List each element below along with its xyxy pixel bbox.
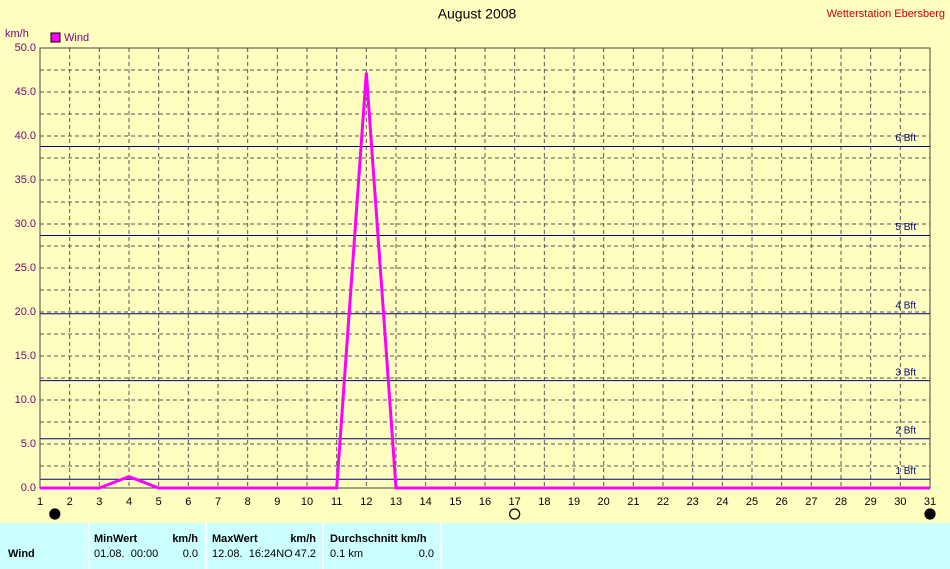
table-cell: MinWert — [94, 533, 138, 545]
y-tick-label: 30.0 — [15, 218, 36, 230]
table-cell: Durchschnitt km/h — [330, 533, 427, 545]
beaufort-label: 4 Bft — [895, 300, 916, 311]
x-tick-label: 26 — [776, 496, 788, 508]
table-cell: 0.0 — [182, 548, 198, 560]
y-tick-label: 20.0 — [15, 306, 36, 318]
separator — [440, 523, 442, 569]
x-tick-label: 21 — [627, 496, 639, 508]
x-tick-label: 14 — [420, 496, 432, 508]
beaufort-label: 5 Bft — [895, 222, 916, 233]
x-tick-label: 6 — [185, 496, 191, 508]
y-tick-label: 50.0 — [15, 42, 36, 54]
table-cell: Wind — [8, 548, 35, 560]
table-cell: 01.08. 00:00 — [94, 548, 159, 560]
stats-table: MinWert km/h MaxWert km/h Durchschnitt km/h W… — [0, 523, 950, 569]
table-cell: 0.0 — [418, 548, 434, 560]
x-tick-label: 18 — [538, 496, 550, 508]
chart-title: August 2008 — [438, 6, 517, 22]
y-tick-label: 0.0 — [21, 482, 36, 494]
series-line — [40, 72, 930, 490]
legend-label: Wind — [64, 32, 89, 44]
moon-phase — [924, 508, 936, 520]
station-name: Wetterstation Ebersberg — [827, 8, 945, 20]
y-tick-label: 15.0 — [15, 350, 36, 362]
chart: August 2008 Wetterstation Ebersberg km/h… — [5, 6, 945, 520]
y-tick-label: 25.0 — [15, 262, 36, 274]
x-tick-label: 25 — [746, 496, 758, 508]
x-tick-label: 10 — [301, 496, 313, 508]
beaufort-label: 1 Bft — [895, 466, 916, 477]
y-tick-label: 35.0 — [15, 174, 36, 186]
x-tick-label: 19 — [568, 496, 580, 508]
x-tick-label: 7 — [215, 496, 221, 508]
beaufort-label: 2 Bft — [895, 425, 916, 436]
x-tick-label: 28 — [835, 496, 847, 508]
x-tick-label: 17 — [509, 496, 521, 508]
x-tick-label: 16 — [479, 496, 491, 508]
beaufort-label: 3 Bft — [895, 367, 916, 378]
y-unit: km/h — [5, 28, 29, 40]
separator — [88, 523, 90, 569]
x-tick-label: 27 — [805, 496, 817, 508]
beaufort-label: 6 Bft — [895, 133, 916, 144]
x-tick-label: 12 — [360, 496, 372, 508]
table-cell: 0.1 km — [330, 548, 364, 560]
x-tick-label: 23 — [687, 496, 699, 508]
x-tick-label: 5 — [156, 496, 162, 508]
table-cell: 47.2 — [294, 548, 316, 560]
x-tick-label: 2 — [67, 496, 73, 508]
x-tick-label: 13 — [390, 496, 402, 508]
y-tick-label: 10.0 — [15, 394, 36, 406]
x-tick-label: 31 — [924, 496, 936, 508]
y-tick-label: 40.0 — [15, 130, 36, 142]
x-tick-label: 1 — [37, 496, 43, 508]
x-tick-label: 15 — [449, 496, 461, 508]
x-tick-label: 24 — [716, 496, 728, 508]
x-tick-label: 8 — [245, 496, 251, 508]
x-tick-label: 11 — [331, 496, 342, 508]
x-tick-label: 30 — [894, 496, 906, 508]
x-tick-label: 20 — [598, 496, 610, 508]
table-cell: km/h — [172, 533, 198, 545]
y-tick-label: 5.0 — [21, 438, 36, 450]
separator — [205, 523, 207, 569]
table-cell: 12.08. 16:24NO — [212, 548, 293, 560]
x-tick-label: 22 — [657, 496, 669, 508]
x-tick-label: 29 — [865, 496, 877, 508]
moon-phase — [509, 508, 521, 520]
separator — [322, 523, 324, 569]
moon-phase — [49, 508, 61, 520]
y-tick-label: 45.0 — [15, 86, 36, 98]
x-tick-label: 4 — [126, 496, 132, 508]
table-cell: MaxWert — [212, 533, 258, 545]
legend-swatch — [50, 32, 61, 43]
x-tick-label: 9 — [274, 496, 280, 508]
x-tick-label: 3 — [96, 496, 102, 508]
table-cell: km/h — [290, 533, 316, 545]
